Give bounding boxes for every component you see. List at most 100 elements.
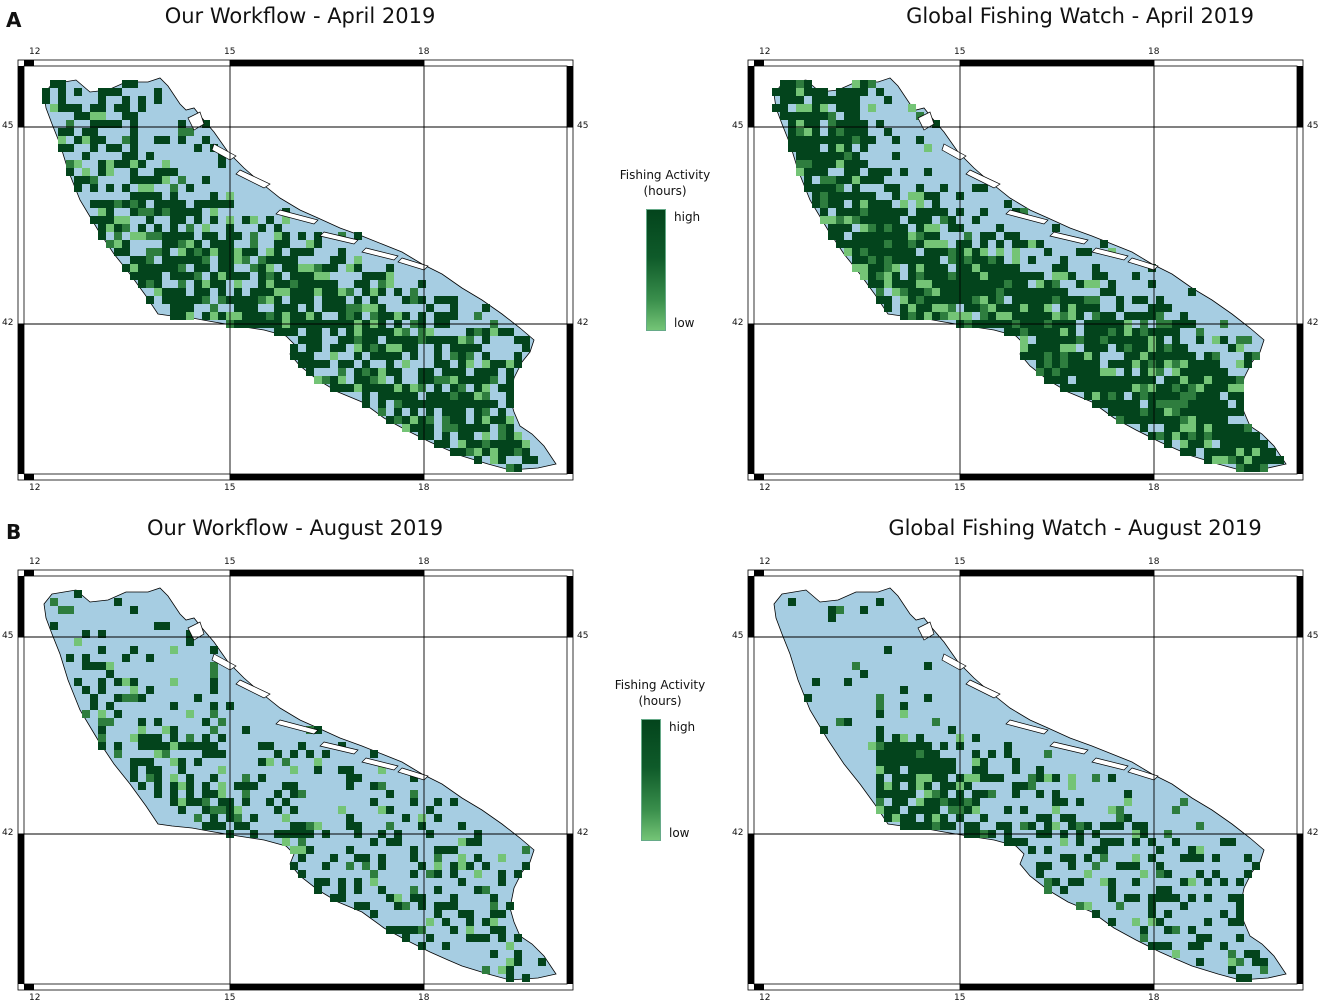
fishing-cell <box>828 224 836 232</box>
fishing-cell <box>530 456 538 464</box>
fishing-cell <box>354 854 362 862</box>
fishing-cell <box>1116 838 1124 846</box>
fishing-cell <box>490 950 498 958</box>
border-scale-segment <box>754 474 764 480</box>
fishing-cell <box>1036 814 1044 822</box>
fishing-cell <box>218 296 226 304</box>
fishing-cell <box>490 440 498 448</box>
fishing-cell <box>972 734 980 742</box>
fishing-cell <box>1084 336 1092 344</box>
fishing-cell <box>122 80 130 88</box>
fishing-cell <box>884 296 892 304</box>
fishing-cell <box>506 424 514 432</box>
fishing-cell <box>330 352 338 360</box>
fishing-cell <box>1068 774 1076 782</box>
fishing-cell <box>114 232 122 240</box>
fishing-cell <box>884 168 892 176</box>
fishing-cell <box>90 104 98 112</box>
fishing-cell <box>410 352 418 360</box>
fishing-cell <box>386 806 394 814</box>
fishing-cell <box>290 272 298 280</box>
fishing-cell <box>426 424 434 432</box>
fishing-cell <box>980 280 988 288</box>
fishing-cell <box>788 112 796 120</box>
fishing-cell <box>772 104 780 112</box>
fishing-cell <box>948 304 956 312</box>
fishing-cell <box>394 312 402 320</box>
fishing-cell <box>836 232 844 240</box>
fishing-cell <box>290 766 298 774</box>
fishing-cell <box>282 814 290 822</box>
fishing-cell <box>932 798 940 806</box>
fishing-cell <box>916 256 924 264</box>
fishing-cell <box>170 296 178 304</box>
fishing-cell <box>1060 288 1068 296</box>
longitude-tick-label: 12 <box>29 557 41 567</box>
fishing-cell <box>1036 240 1044 248</box>
fishing-cell <box>482 368 490 376</box>
fishing-cell <box>948 272 956 280</box>
fishing-cell <box>1220 336 1228 344</box>
fishing-cell <box>402 902 410 910</box>
fishing-cell <box>98 104 106 112</box>
fishing-cell <box>90 216 98 224</box>
fishing-cell <box>146 216 154 224</box>
fishing-cell <box>314 886 322 894</box>
fishing-cell <box>1180 432 1188 440</box>
fishing-cell <box>458 376 466 384</box>
fishing-cell <box>250 216 258 224</box>
fishing-cell <box>42 96 50 104</box>
map-title-a-left: Our Workflow - April 2019 <box>164 4 436 28</box>
fishing-cell <box>290 280 298 288</box>
fishing-cell <box>186 312 194 320</box>
fishing-cell <box>1212 352 1220 360</box>
fishing-cell <box>98 88 106 96</box>
fishing-cell <box>932 312 940 320</box>
fishing-cell <box>980 758 988 766</box>
fishing-cell <box>1244 432 1252 440</box>
fishing-cell <box>138 200 146 208</box>
fishing-cell <box>1124 790 1132 798</box>
fishing-cell <box>1244 870 1252 878</box>
fishing-cell <box>458 432 466 440</box>
fishing-cell <box>314 758 322 766</box>
fishing-cell <box>370 376 378 384</box>
fishing-cell <box>202 296 210 304</box>
fishing-cell <box>1188 384 1196 392</box>
fishing-cell <box>916 766 924 774</box>
fishing-cell <box>298 248 306 256</box>
fishing-cell <box>258 742 266 750</box>
fishing-cell <box>418 328 426 336</box>
fishing-cell <box>796 168 804 176</box>
fishing-cell <box>852 256 860 264</box>
fishing-cell <box>442 360 450 368</box>
fishing-cell <box>1028 296 1036 304</box>
fishing-cell <box>498 456 506 464</box>
fishing-cell <box>74 638 82 646</box>
fishing-cell <box>250 296 258 304</box>
island <box>1005 719 1049 735</box>
fishing-cell <box>290 304 298 312</box>
fishing-cell <box>450 400 458 408</box>
fishing-cell <box>804 694 812 702</box>
fishing-cell <box>1196 424 1204 432</box>
fishing-cell <box>1108 838 1116 846</box>
fishing-cell <box>916 112 924 120</box>
fishing-cell <box>114 678 122 686</box>
fishing-cell <box>106 662 114 670</box>
fishing-cell <box>98 168 106 176</box>
fishing-cell <box>442 312 450 320</box>
border-scale-segment <box>1297 324 1303 474</box>
border-scale-segment <box>18 66 24 127</box>
fishing-cell <box>522 344 530 352</box>
fishing-cell <box>788 120 796 128</box>
fishing-cell <box>258 256 266 264</box>
fishing-cell <box>170 782 178 790</box>
fishing-cell <box>1244 974 1252 982</box>
fishing-cell <box>964 280 972 288</box>
fishing-cell <box>290 750 298 758</box>
fishing-cell <box>338 248 346 256</box>
fishing-cell <box>1228 456 1236 464</box>
fishing-cell <box>1140 328 1148 336</box>
fishing-cell <box>1140 934 1148 942</box>
